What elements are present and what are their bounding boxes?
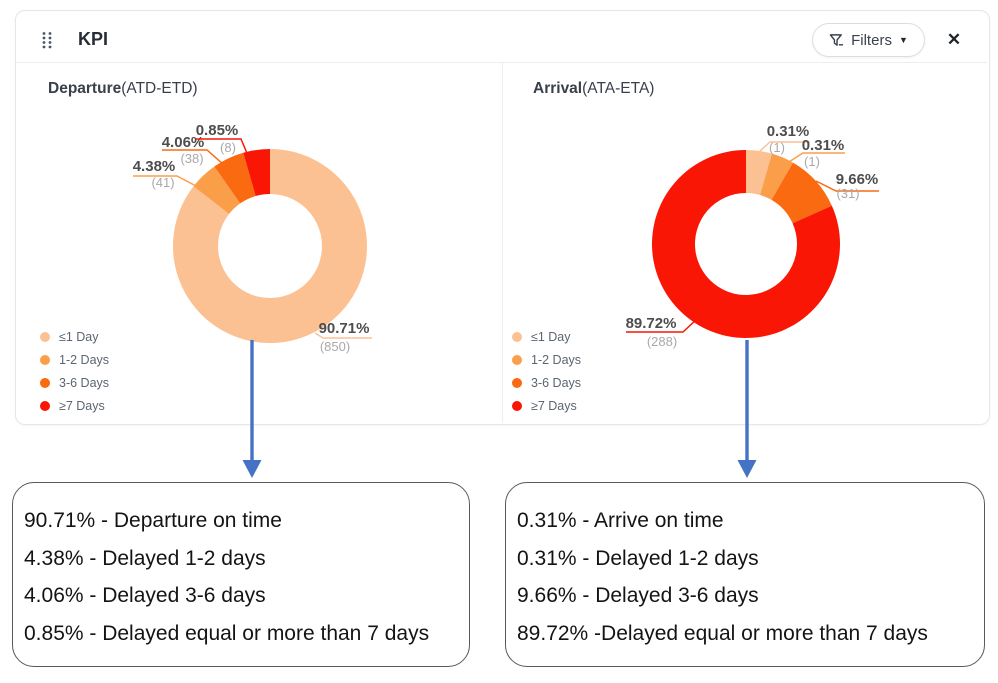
legend-item-1-day[interactable]: ≤1 Day — [512, 330, 581, 344]
chart-title-arrival-sub: (ATA-ETA) — [582, 80, 655, 97]
departure-chart-legend: ≤1 Day 1-2 Days 3-6 Days ≥7 Days — [40, 330, 109, 422]
pie-slice-1-day[interactable] — [172, 149, 367, 343]
legend-item-label: ≤1 Day — [59, 330, 99, 344]
legend-item-3-6-days[interactable]: 3-6 Days — [40, 376, 109, 390]
slice-label-pct: 0.31% — [767, 123, 810, 140]
legend-item-label: ≥7 Days — [59, 399, 105, 413]
legend-dot-icon — [512, 355, 522, 365]
slice-label-count: (31) — [836, 186, 859, 201]
filters-button[interactable]: Filters ▼ — [812, 23, 925, 57]
chart-title-arrival: Arrival(ATA-ETA) — [533, 80, 654, 98]
legend-dot-icon — [40, 378, 50, 388]
chart-title-departure: Departure(ATD-ETD) — [48, 80, 198, 98]
label-leader-line — [196, 138, 250, 159]
annotation-line: 90.71% - Departure on time — [24, 509, 282, 532]
chart-title-departure-sub: (ATD-ETD) — [121, 80, 198, 97]
annotation-line: 4.38% - Delayed 1-2 days — [24, 546, 266, 570]
legend-item-3-6-days[interactable]: 3-6 Days — [512, 376, 581, 390]
annotation-arrow-arrival — [737, 340, 757, 478]
legend-item-1-day[interactable]: ≤1 Day — [40, 330, 109, 344]
annotation-line: 0.85% - Delayed equal or more than 7 day… — [24, 621, 430, 645]
legend-dot-icon — [512, 332, 522, 342]
legend-item-7-days[interactable]: ≥7 Days — [40, 399, 109, 413]
pie-slice-3-6-days[interactable] — [214, 152, 256, 204]
arrival-donut-chart: 0.31%(1) 0.31%(1)9.66%(31)89.72%(288) — [626, 123, 879, 349]
pie-slice-3-6-days[interactable] — [771, 162, 832, 224]
slice-label-count: (8) — [220, 140, 236, 155]
legend-item-7-days[interactable]: ≥7 Days — [512, 399, 581, 413]
legend-item-label: 1-2 Days — [59, 353, 110, 367]
slice-label-pct: 4.38% — [133, 158, 176, 175]
pie-slice-7-days[interactable] — [243, 149, 270, 197]
legend-dot-icon — [40, 355, 50, 365]
funnel-icon — [829, 33, 844, 46]
slice-label-count: (38) — [180, 151, 203, 166]
slice-label-count: (850) — [320, 339, 350, 354]
legend-item-label: ≤1 Day — [531, 330, 571, 344]
pie-slice-1-day[interactable] — [746, 149, 772, 195]
page-title: KPI — [78, 29, 109, 49]
legend-item-label: ≥7 Days — [531, 399, 577, 413]
chevron-down-icon: ▼ — [898, 34, 908, 45]
chart-title-arrival-main: Arrival — [533, 80, 583, 97]
departure-donut-chart: 90.71% (850) 4.38%(41) 4.06%(38) 0.85%(8) — [133, 122, 372, 354]
slice-label-pct: 0.85% — [196, 122, 239, 139]
pie-slice-7-days[interactable] — [651, 150, 840, 338]
legend-item-1-2-days[interactable]: 1-2 Days — [512, 353, 581, 367]
pie-slice-1-2-days[interactable] — [193, 166, 241, 214]
annotation-arrow-departure — [242, 340, 262, 478]
slice-label-pct: 4.06% — [162, 134, 205, 151]
arrival-chart-legend: ≤1 Day 1-2 Days 3-6 Days ≥7 Days — [512, 330, 581, 422]
slice-label-pct: 90.71% — [319, 320, 370, 337]
slice-label-count: (288) — [647, 334, 677, 349]
label-leader-line — [314, 332, 372, 339]
legend-item-label: 1-2 Days — [531, 353, 582, 367]
annotation-line: 4.06% - Delayed 3-6 days — [24, 584, 266, 607]
annotation-box-departure: 90.71% - Departure on time 4.38% - Delaye… — [12, 482, 470, 667]
annotation-box-arrival: 0.31% - Arrive on time 0.31% - Delayed 1-… — [505, 482, 985, 667]
legend-item-1-2-days[interactable]: 1-2 Days — [40, 353, 109, 367]
header-divider — [16, 62, 987, 63]
label-leader-line — [133, 175, 197, 187]
slice-label-count: (1) — [804, 154, 820, 169]
legend-item-label: 3-6 Days — [531, 376, 582, 390]
annotation-line: 0.31% - Arrive on time — [517, 509, 724, 532]
legend-dot-icon — [512, 401, 522, 411]
slice-label-pct: 0.31% — [802, 137, 845, 154]
slice-label-count: (1) — [769, 140, 785, 155]
label-leader-line — [758, 141, 810, 153]
drag-handle-icon[interactable] — [41, 31, 53, 49]
filters-button-label: Filters — [851, 31, 892, 49]
label-leader-line — [626, 317, 699, 333]
panel-divider — [502, 63, 503, 423]
legend-dot-icon — [512, 378, 522, 388]
chart-title-departure-main: Departure — [48, 80, 122, 97]
close-button[interactable]: ✕ — [946, 30, 962, 49]
label-leader-line — [815, 180, 879, 192]
label-leader-line — [780, 152, 845, 168]
legend-dot-icon — [40, 332, 50, 342]
annotation-line: 89.72% -Delayed equal or more than 7 day… — [517, 621, 928, 645]
slice-label-pct: 9.66% — [836, 171, 879, 188]
annotation-line: 0.31% - Delayed 1-2 days — [517, 546, 759, 570]
label-leader-line — [162, 149, 225, 166]
legend-item-label: 3-6 Days — [59, 376, 110, 390]
slice-label-pct: 89.72% — [626, 315, 677, 332]
slice-label-count: (41) — [151, 175, 174, 190]
legend-dot-icon — [40, 401, 50, 411]
annotation-line: 9.66% - Delayed 3-6 days — [517, 584, 759, 607]
